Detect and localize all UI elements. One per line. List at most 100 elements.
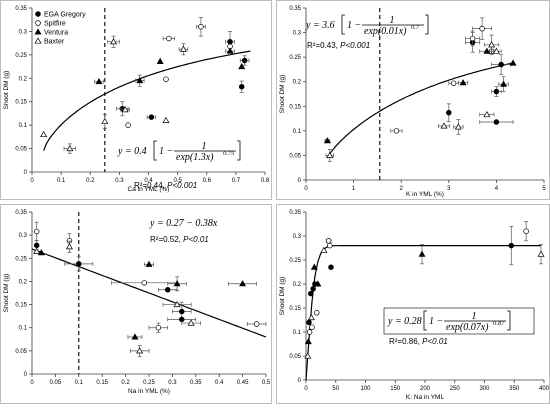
x-tick-label: 0.35 bbox=[190, 380, 202, 386]
data-point bbox=[226, 47, 234, 54]
data-point bbox=[163, 76, 169, 82]
r-squared-label: R²=0.86, P<0.01 bbox=[389, 337, 448, 346]
data-point bbox=[320, 246, 328, 253]
series-spitfire bbox=[125, 17, 233, 128]
y-tick-label: 0.3 bbox=[19, 29, 28, 35]
x-tick-label: 3 bbox=[447, 186, 451, 192]
x-tick-label: 0.1 bbox=[75, 380, 84, 386]
series-ventura bbox=[323, 47, 517, 144]
data-point bbox=[141, 280, 148, 286]
equation-denominator: exp(0.07x) bbox=[446, 322, 489, 333]
data-point bbox=[187, 319, 195, 326]
data-point bbox=[125, 122, 131, 128]
y-axis-title: Shoot DM (g) bbox=[3, 274, 10, 313]
data-point bbox=[304, 337, 312, 345]
legend-marker bbox=[35, 20, 41, 26]
y-tick-label: 0.25 bbox=[289, 258, 301, 264]
data-point bbox=[241, 57, 248, 64]
data-point bbox=[179, 316, 185, 323]
data-point bbox=[483, 47, 491, 54]
legend-label: Ventura bbox=[44, 30, 68, 37]
x-tick-label: 100 bbox=[360, 386, 371, 392]
data-point bbox=[508, 242, 515, 249]
data-point bbox=[492, 47, 500, 54]
y-tick-label: 0.2 bbox=[19, 279, 28, 285]
x-tick-label: 50 bbox=[332, 386, 339, 392]
r-squared-value: R²=0.43, bbox=[307, 41, 340, 50]
data-point bbox=[328, 264, 334, 270]
equation-exponent: 0.75 bbox=[223, 150, 235, 157]
y-tick-label: 0.1 bbox=[19, 326, 28, 332]
data-point bbox=[227, 38, 233, 45]
legend: EGA Gregory Spitfire Ventura Baxter bbox=[34, 11, 86, 46]
y-tick-label: 0.25 bbox=[289, 55, 301, 61]
x-tick-label: 400 bbox=[539, 386, 550, 392]
y-tick-label: 0.1 bbox=[293, 330, 302, 336]
x-tick-label: 0.25 bbox=[143, 380, 155, 386]
left-bracket bbox=[341, 14, 345, 35]
data-point bbox=[253, 321, 260, 327]
r-squared-value: R²=0.52, bbox=[150, 235, 183, 244]
data-point bbox=[310, 263, 318, 270]
y-tick-label: 0.35 bbox=[289, 6, 301, 12]
data-point bbox=[418, 250, 426, 257]
legend-marker bbox=[35, 11, 41, 17]
y-tick-label: 0.3 bbox=[293, 31, 302, 37]
data-point bbox=[155, 324, 162, 331]
fit-curve bbox=[305, 245, 541, 381]
panel-border bbox=[0, 0, 272, 200]
series-baxter bbox=[40, 35, 189, 154]
y-tick-label: 0.05 bbox=[15, 349, 27, 355]
data-point bbox=[173, 300, 181, 308]
r-squared-value: R²=0.44, bbox=[134, 181, 167, 190]
equation-numerator: 1 bbox=[390, 15, 395, 26]
x-tick-label: 0.7 bbox=[232, 178, 241, 184]
data-point bbox=[325, 238, 332, 244]
x-tick-label: 200 bbox=[420, 386, 431, 392]
data-point bbox=[308, 290, 314, 297]
x-tick-label: 0.4 bbox=[144, 178, 153, 184]
data-point bbox=[162, 116, 170, 123]
left-bracket bbox=[153, 140, 157, 161]
x-axis-title: Na in YML (%) bbox=[128, 388, 170, 395]
x-tick-label: 0.3 bbox=[168, 380, 177, 386]
x-tick-label: 2 bbox=[400, 186, 404, 192]
data-point bbox=[166, 35, 172, 42]
data-point bbox=[101, 117, 109, 124]
chart-panel-1: 0 0.1 0.2 0.3 0.4 0.5 0.6 0.7 0.8 0 0.05 0.1 0.15 0.2… bbox=[0, 0, 272, 200]
data-point bbox=[238, 83, 245, 90]
x-tick-label: 300 bbox=[479, 386, 490, 392]
data-point bbox=[156, 57, 164, 64]
data-point bbox=[327, 242, 333, 249]
data-point bbox=[500, 80, 508, 87]
equation-one: 1 − bbox=[159, 146, 173, 157]
y-tick-label: 0.1 bbox=[293, 129, 302, 135]
y-tick-label: 0.15 bbox=[15, 100, 27, 106]
panel-border bbox=[276, 0, 550, 200]
y-tick-label: 0 bbox=[24, 170, 28, 176]
data-point bbox=[393, 128, 400, 134]
data-point bbox=[310, 286, 316, 292]
x-tick-label: 0.05 bbox=[50, 380, 62, 386]
equation-one: 1 − bbox=[347, 20, 361, 31]
r-squared-label: R²=0.44, P<0.001 bbox=[134, 181, 197, 190]
data-point bbox=[498, 61, 504, 68]
x-tick-label: 0 bbox=[30, 380, 34, 386]
data-point bbox=[309, 324, 315, 330]
x-tick-label: 0.45 bbox=[237, 380, 249, 386]
x-tick-label: 150 bbox=[390, 386, 401, 392]
x-axis-title: K: Na in YML bbox=[406, 394, 445, 401]
data-point bbox=[239, 280, 247, 287]
y-tick-label: 0.05 bbox=[15, 147, 27, 153]
right-bracket bbox=[237, 140, 241, 161]
series-ventura bbox=[304, 244, 426, 345]
data-point bbox=[326, 151, 334, 158]
data-point bbox=[509, 59, 517, 66]
data-point bbox=[446, 109, 452, 116]
y-tick-label: 0.2 bbox=[293, 282, 302, 288]
x-tick-label: 0 bbox=[304, 186, 308, 192]
data-point bbox=[314, 280, 322, 287]
data-point bbox=[537, 250, 545, 257]
